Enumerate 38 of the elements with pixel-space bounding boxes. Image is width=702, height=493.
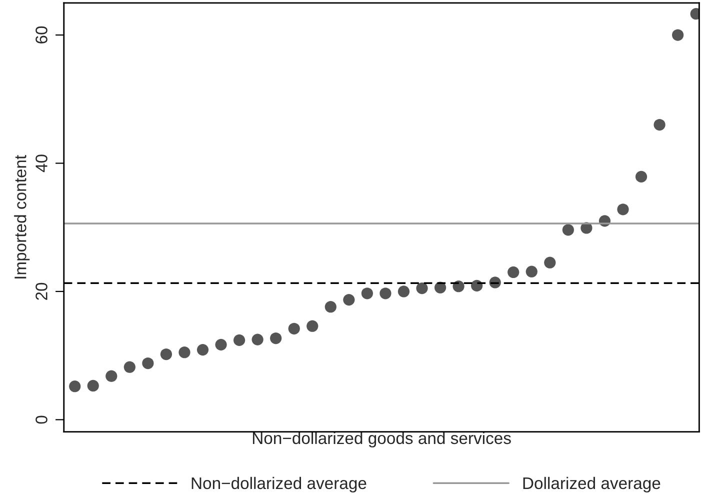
point (233, 334, 246, 346)
point (508, 266, 520, 278)
point (398, 286, 410, 298)
point (562, 224, 574, 236)
y-tick-label: 0 (36, 416, 48, 424)
point (343, 294, 355, 306)
legend-label: Dollarized average (523, 476, 660, 492)
point (178, 346, 190, 358)
legend-label: Non−dollarized average (192, 476, 366, 492)
point (106, 370, 118, 382)
y-tick-label: 20 (36, 282, 48, 300)
point (288, 322, 300, 334)
point (270, 332, 282, 344)
point (617, 204, 629, 216)
point (215, 338, 227, 350)
point (544, 256, 556, 268)
point (471, 280, 483, 292)
point (380, 288, 392, 300)
point (361, 288, 374, 300)
point (142, 357, 154, 370)
point (306, 320, 318, 332)
point (635, 170, 648, 183)
point (124, 361, 136, 373)
point (69, 380, 81, 392)
point (452, 280, 464, 292)
point (416, 282, 428, 294)
point (160, 348, 172, 360)
x-axis-title: Non−dollarized goods and services (252, 432, 511, 448)
point (324, 301, 336, 313)
y-axis-title: Imported content (14, 154, 30, 278)
point (526, 266, 538, 278)
point (654, 118, 666, 131)
point (252, 334, 264, 346)
point (87, 380, 99, 392)
y-tick-label: 60 (36, 26, 48, 44)
y-tick-label: 40 (36, 154, 48, 172)
point (672, 29, 684, 41)
point (196, 344, 209, 356)
